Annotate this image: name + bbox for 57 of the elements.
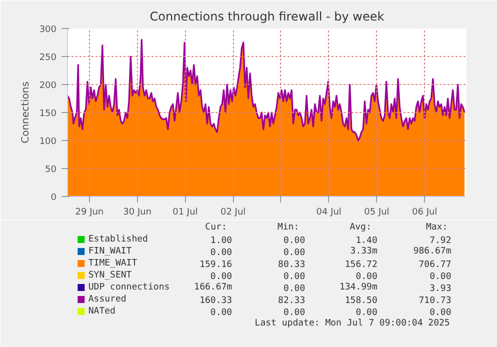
text: 0.00: [283, 272, 306, 282]
line-series: [68, 38, 466, 142]
text: 0.00: [356, 308, 378, 318]
text: Avg:: [350, 222, 372, 232]
text: 160.33: [200, 296, 232, 306]
y-axis-title: Connections: [20, 82, 32, 144]
text: 0.00: [283, 284, 306, 294]
y-tick-label: 50: [45, 165, 57, 175]
y-tick-label: 0: [50, 193, 57, 203]
legend-label: Assured: [88, 294, 126, 304]
x-tick-label: 01 Jul: [172, 208, 198, 218]
text: Cur:: [205, 222, 227, 232]
y-tick-label: 300: [39, 25, 57, 35]
text: 159.16: [200, 260, 232, 270]
text: Min:: [277, 222, 300, 232]
x-tick-label: 29 Jun: [75, 208, 104, 218]
text: 82.33: [278, 296, 306, 306]
text: 0.00: [283, 236, 306, 246]
text: 156.72: [344, 260, 378, 270]
x-tick-label: 04 Jul: [316, 208, 342, 218]
text: 0.00: [430, 272, 452, 282]
y-tick-label: 150: [39, 109, 57, 119]
legend-label: Established: [88, 234, 148, 244]
text: 710.73: [418, 296, 452, 306]
x-tick-label: 06 Jul: [412, 208, 438, 218]
y-tick-label: 100: [39, 137, 57, 147]
legend-label: FIN_WAIT: [88, 246, 132, 256]
legend-label: NATed: [88, 306, 116, 316]
text: 0.00: [210, 308, 232, 318]
legend-label: SYN_SENT: [88, 270, 132, 280]
legend-label: TIME_WAIT: [88, 258, 138, 268]
text: 0.00: [430, 308, 452, 318]
chart-title: Connections through firewall - by week: [150, 10, 384, 24]
y-tick-label: 200: [39, 81, 57, 91]
y-tick-label: 250: [39, 53, 57, 63]
text: 166.67m: [194, 282, 232, 292]
text: Last update: Mon Jul 7 09:00:04 2025: [254, 318, 450, 328]
text: 0.00: [283, 248, 306, 258]
text: 3.33m: [350, 246, 378, 256]
text: 134.99m: [339, 282, 378, 292]
text: 3.93: [430, 284, 452, 294]
text: 706.77: [418, 260, 452, 270]
text: 7.92: [430, 236, 452, 246]
x-tick-label: 02 Jul: [220, 208, 246, 218]
text: 0.00: [356, 272, 378, 282]
text: 80.33: [278, 260, 306, 270]
text: 0.00: [283, 308, 306, 318]
text: 986.67m: [413, 246, 452, 256]
text: 0.00: [210, 248, 232, 258]
legend-label: UDP connections: [88, 282, 170, 292]
text: Max:: [426, 222, 448, 232]
text: 1.00: [210, 236, 232, 246]
x-tick-label: 05 Jul: [364, 208, 390, 218]
text: 158.50: [344, 296, 378, 306]
text: 0.00: [210, 272, 232, 282]
x-tick-label: 30 Jun: [123, 208, 152, 218]
text: 1.40: [356, 236, 378, 246]
